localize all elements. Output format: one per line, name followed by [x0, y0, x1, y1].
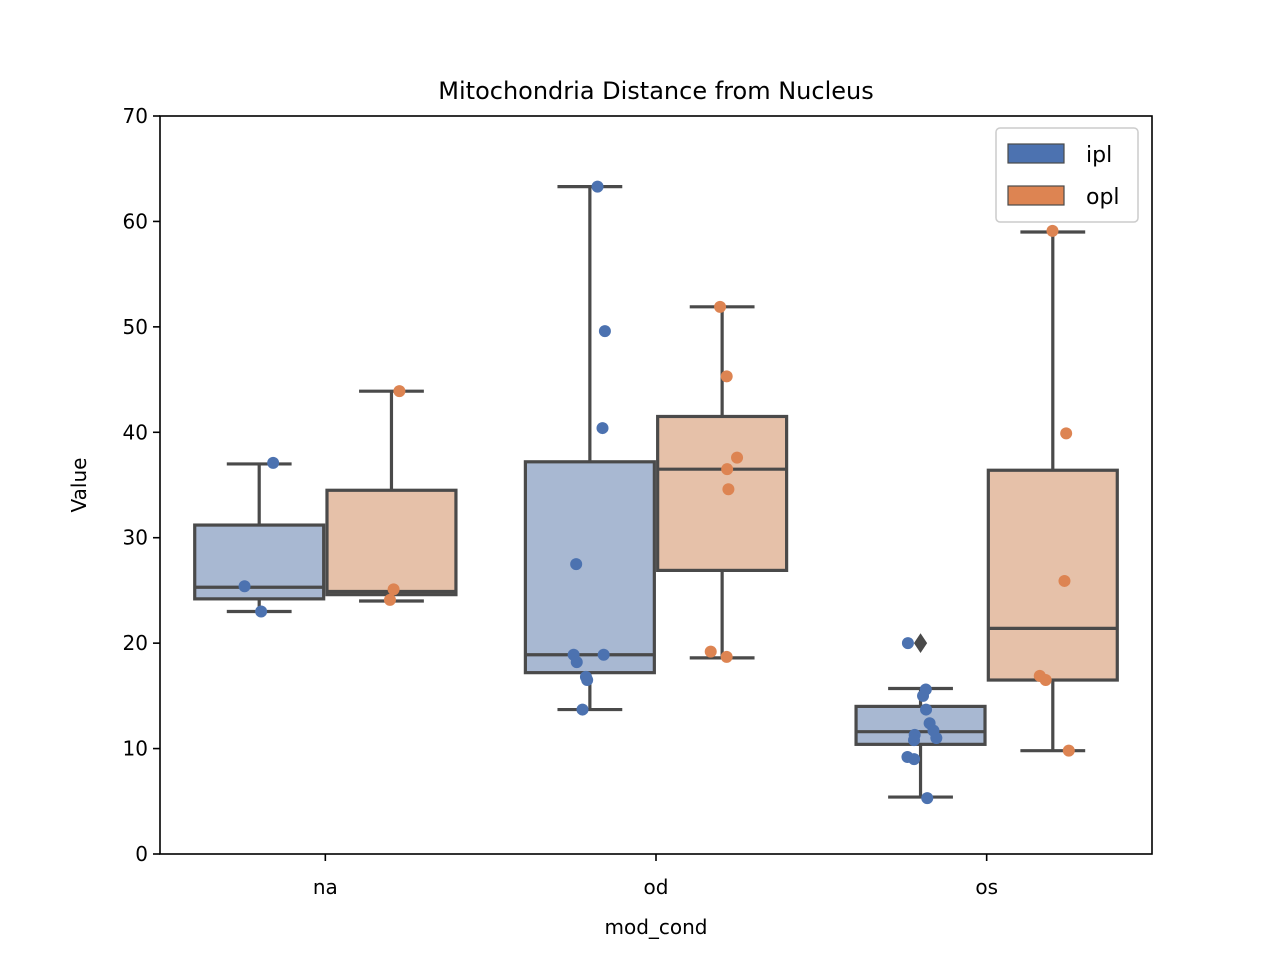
x-tick-label: na: [313, 875, 338, 899]
point-opl: [720, 650, 733, 663]
point-opl: [704, 645, 717, 658]
legend-swatch-ipl: [1007, 143, 1065, 164]
legend: ipl opl: [995, 127, 1139, 223]
point-ipl: [591, 180, 604, 193]
point-opl: [387, 583, 400, 596]
point-ipl: [901, 637, 914, 650]
y-tick-label: 0: [135, 842, 148, 866]
box-iqr: [325, 488, 458, 597]
point-opl: [722, 483, 735, 496]
point-ipl: [596, 422, 609, 435]
point-opl: [714, 300, 727, 313]
box-ipl-na: [193, 462, 326, 614]
point-opl: [720, 370, 733, 383]
box-opl-os: [986, 230, 1119, 753]
box-iqr: [523, 460, 656, 675]
x-axis-label: mod_cond: [604, 915, 707, 939]
point-opl: [1046, 224, 1059, 237]
point-opl: [1058, 574, 1071, 587]
point-ipl: [267, 456, 280, 469]
point-ipl: [908, 753, 921, 766]
y-tick-label: 30: [123, 526, 148, 550]
box-iqr: [656, 414, 789, 572]
point-ipl: [930, 732, 943, 745]
y-tick-label: 60: [123, 209, 148, 233]
box-opl-od: [656, 305, 789, 660]
legend-label-ipl: ipl: [1086, 143, 1112, 168]
y-tick-label: 20: [123, 631, 148, 655]
point-opl: [721, 463, 734, 476]
legend-swatch-opl: [1007, 185, 1065, 206]
y-tick-label: 50: [123, 315, 148, 339]
x-tick-label: od: [644, 875, 669, 899]
point-opl: [1060, 427, 1073, 440]
box-iqr: [854, 704, 987, 746]
y-tick-label: 40: [123, 420, 148, 444]
point-ipl: [917, 689, 930, 702]
y-axis-label: Value: [67, 458, 91, 513]
x-tick-label: os: [975, 875, 998, 899]
plot-area: 0 10 20 30 40 50 60 70 na od os: [123, 104, 1153, 899]
point-ipl: [920, 703, 933, 716]
box-outlier: [913, 633, 928, 654]
point-ipl: [908, 734, 921, 747]
box-iqr: [986, 468, 1119, 682]
point-opl: [393, 385, 406, 398]
point-ipl: [570, 656, 583, 669]
point-ipl: [598, 325, 611, 338]
point-ipl: [597, 648, 610, 661]
point-opl: [383, 593, 396, 606]
legend-label-opl: opl: [1086, 185, 1120, 210]
point-ipl: [570, 558, 583, 571]
point-opl: [731, 451, 744, 464]
point-ipl: [921, 792, 934, 805]
y-tick-label: 70: [123, 104, 148, 128]
point-ipl: [581, 674, 594, 687]
point-ipl: [576, 703, 589, 716]
point-ipl: [238, 580, 251, 593]
point-opl: [1062, 744, 1075, 757]
y-tick-label: 10: [123, 737, 148, 761]
box-opl-na: [325, 389, 458, 603]
chart-title: Mitochondria Distance from Nucleus: [438, 77, 873, 105]
box-ipl-os: [854, 633, 987, 799]
point-ipl: [255, 605, 268, 618]
box-ipl-od: [523, 185, 656, 712]
point-opl: [1039, 674, 1052, 687]
